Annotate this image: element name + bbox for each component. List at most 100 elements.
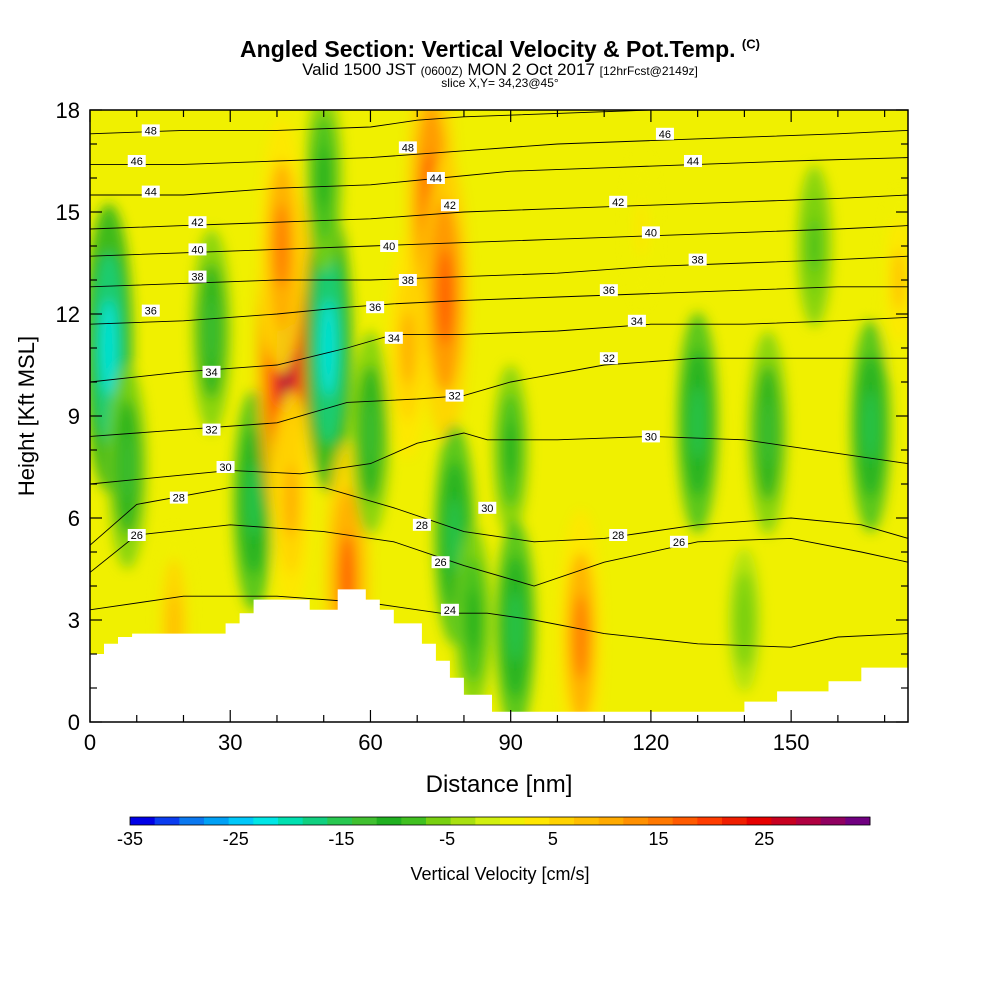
isentrope-label-bg-36-1 (366, 301, 385, 314)
colorbar-swatch-8 (327, 817, 353, 825)
isentrope-label-38-1: 38 (402, 275, 414, 287)
isentrope-label-24-0: 24 (444, 605, 456, 617)
colorbar-swatch-22 (672, 817, 698, 825)
isentrope-label-bg-44-0 (141, 185, 160, 198)
isentrope-label-48-1: 48 (402, 142, 414, 154)
colorbar-swatch-1 (154, 817, 180, 825)
colorbar-swatch-20 (623, 817, 649, 825)
velocity-cell-3-2 (204, 297, 219, 365)
isentrope-label-bg-28-1 (412, 518, 431, 531)
isentrope-label-bg-36-0 (141, 304, 160, 317)
isentrope-label-34-0: 34 (205, 367, 217, 379)
isentrope-44 (90, 157, 908, 196)
isentrope-label-34-2: 34 (631, 316, 643, 328)
isentrope-label-bg-30-0 (216, 461, 235, 473)
isentrope-label-bg-26-2 (669, 535, 688, 548)
isentrope-label-44-0: 44 (145, 187, 157, 199)
isentrope-label-26-0: 26 (131, 530, 143, 542)
isentrope-label-bg-34-2 (627, 314, 646, 327)
colorbar-swatch-0 (130, 817, 156, 825)
isentrope-label-38-2: 38 (692, 255, 704, 267)
colorbar-swatch-13 (450, 817, 476, 825)
y-tick-label-12: 12 (56, 302, 80, 327)
y-tick-label-15: 15 (56, 200, 80, 225)
y-tick-label-9: 9 (68, 404, 80, 429)
velocity-cell-20-2 (635, 202, 648, 256)
isentrope-label-bg-42-2 (609, 195, 628, 208)
colorbar-swatch-25 (746, 817, 772, 825)
isentrope-label-bg-32-0 (202, 423, 221, 436)
isentrope-label-30-0: 30 (219, 462, 231, 474)
isentrope-label-bg-38-0 (188, 270, 207, 283)
isentrope-label-32-2: 32 (603, 353, 615, 365)
colorbar-swatch-26 (771, 817, 797, 825)
isentrope-label-bg-34-1 (384, 331, 403, 344)
velocity-cell-11-2 (363, 399, 378, 467)
isentrope-label-30-2: 30 (645, 431, 657, 443)
isentrope-40 (90, 225, 908, 257)
isentrope-24 (90, 595, 908, 648)
isentrope-label-28-0: 28 (173, 493, 185, 505)
isentrope-label-bg-26-1 (431, 556, 450, 569)
y-tick-label-18: 18 (56, 98, 80, 123)
isentrope-label-40-0: 40 (191, 244, 203, 256)
isentrope-label-40-2: 40 (645, 227, 657, 239)
isentrope-label-46-0: 46 (131, 156, 143, 168)
x-tick-label-90: 90 (498, 730, 522, 755)
isentrope-label-bg-32-1 (445, 389, 464, 402)
isentrope-label-bg-36-2 (599, 284, 618, 297)
colorbar-tick-label-25: 25 (754, 829, 774, 849)
isentrope-34 (90, 316, 908, 383)
isentrope-label-32-0: 32 (205, 425, 217, 437)
colorbar-swatch-7 (302, 817, 328, 825)
velocity-cell-6-2 (274, 203, 290, 289)
isentrope-label-bg-28-0 (169, 491, 188, 504)
velocity-cell-8-2 (320, 299, 337, 397)
valid-prefix: Valid 1500 JST (302, 60, 416, 79)
colorbar-swatch-19 (598, 817, 624, 825)
velocity-cell-23-2 (863, 390, 878, 462)
x-tick-label-120: 120 (633, 730, 670, 755)
isentrope-label-28-1: 28 (416, 520, 428, 532)
isentrope-label-36-2: 36 (603, 285, 615, 297)
isentrope-label-bg-28-2 (609, 529, 628, 541)
colorbar-swatch-28 (820, 817, 846, 825)
isentrope-label-36-0: 36 (145, 306, 157, 318)
colorbar-tick-label--25: -25 (223, 829, 249, 849)
colorbar-tick-label--15: -15 (328, 829, 354, 849)
isentrope-label-bg-40-1 (380, 240, 399, 252)
chart-subtitle: Valid 1500 JST (0600Z) MON 2 Oct 2017 [1… (0, 60, 1000, 80)
velocity-cell-4-2 (246, 464, 261, 538)
x-tick-label-0: 0 (84, 730, 96, 755)
isentrope-46 (90, 129, 908, 165)
velocity-cell-24-2 (892, 248, 905, 312)
colorbar-tick-label--5: -5 (439, 829, 455, 849)
isentrope-label-bg-44-2 (683, 155, 702, 167)
colorbar-swatch-3 (204, 817, 230, 825)
colorbar-swatch-29 (845, 817, 871, 825)
velocity-cell-26-2 (738, 595, 750, 645)
y-axis-title: Height [Kft MSL] (14, 336, 39, 496)
velocity-cell-17-2 (504, 421, 517, 479)
velocity-cell-22-2 (761, 399, 775, 467)
chart-title-main: Angled Section: Vertical Velocity & Pot.… (240, 36, 736, 62)
isentrope-label-48-0: 48 (145, 125, 157, 137)
colorbar-swatch-2 (179, 817, 205, 825)
isentrope-label-bg-46-1 (655, 127, 674, 140)
isentrope-42 (90, 194, 908, 230)
isentrope-label-bg-30-2 (641, 430, 660, 443)
terrain (90, 589, 908, 722)
y-tick-label-0: 0 (68, 710, 80, 735)
velocity-cell-25-2 (808, 219, 821, 273)
isentrope-label-42-1: 42 (444, 200, 456, 212)
colorbar-swatch-11 (401, 817, 427, 825)
colorbar-swatch-9 (352, 817, 378, 825)
velocity-cell-15-2 (447, 498, 462, 572)
chart-title-units: (C) (741, 36, 760, 52)
velocity-cell-1-2 (120, 433, 134, 501)
colorbar-swatch-6 (278, 817, 304, 825)
velocity-cell-16-2 (467, 588, 480, 652)
isentrope-label-32-1: 32 (448, 391, 460, 403)
x-axis-title: Distance [nm] (426, 771, 573, 798)
isentrope-label-26-2: 26 (673, 537, 685, 549)
